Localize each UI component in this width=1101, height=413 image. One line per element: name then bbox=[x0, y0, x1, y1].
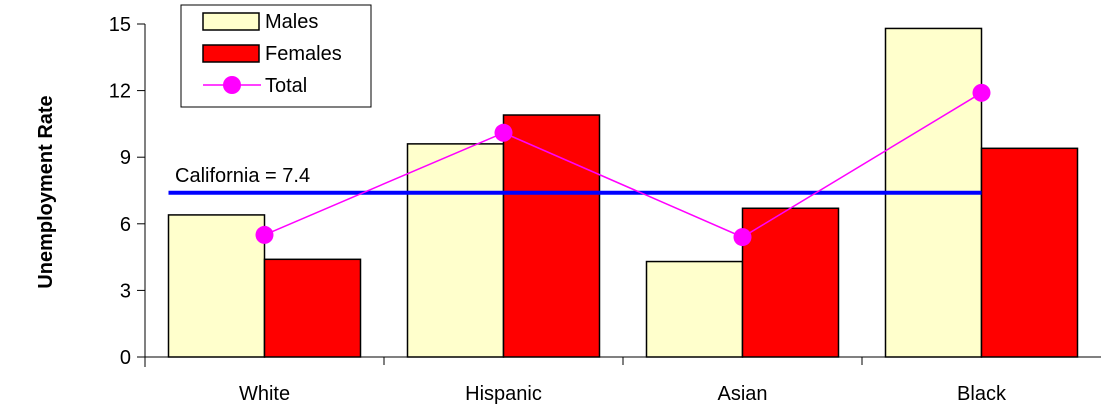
reference-line-label: California = 7.4 bbox=[175, 165, 310, 187]
y-tick-label: 9 bbox=[120, 147, 131, 169]
series-line-total bbox=[265, 93, 982, 237]
x-tick-label-hispanic: Hispanic bbox=[465, 383, 542, 405]
legend-label-females: Females bbox=[265, 43, 342, 65]
bar-females-hispanic bbox=[504, 115, 600, 357]
legend-label-total: Total bbox=[265, 75, 307, 97]
point-total-black bbox=[973, 84, 991, 102]
bar-males-hispanic bbox=[408, 144, 504, 357]
legend-swatch-females bbox=[203, 45, 259, 62]
y-tick-label: 15 bbox=[109, 14, 131, 36]
x-tick-label-white: White bbox=[239, 383, 290, 405]
y-axis-label: Unemployment Rate bbox=[35, 95, 57, 288]
bar-females-black bbox=[982, 148, 1078, 357]
bar-females-asian bbox=[743, 208, 839, 357]
point-total-white bbox=[256, 226, 274, 244]
bar-males-white bbox=[169, 215, 265, 357]
y-tick-label: 3 bbox=[120, 280, 131, 302]
bar-females-white bbox=[265, 259, 361, 357]
legend-swatch-males bbox=[203, 13, 259, 30]
y-tick-label: 0 bbox=[120, 347, 131, 369]
legend-label-males: Males bbox=[265, 11, 318, 33]
y-tick-label: 12 bbox=[109, 81, 131, 103]
legend-swatch-marker-total bbox=[223, 76, 241, 94]
x-tick-label-black: Black bbox=[957, 383, 1007, 405]
point-total-asian bbox=[734, 228, 752, 246]
legend: Males Females Total bbox=[181, 5, 371, 107]
y-tick-label: 6 bbox=[120, 214, 131, 236]
point-total-hispanic bbox=[495, 124, 513, 142]
bar-males-asian bbox=[647, 262, 743, 357]
x-tick-label-asian: Asian bbox=[717, 383, 767, 405]
